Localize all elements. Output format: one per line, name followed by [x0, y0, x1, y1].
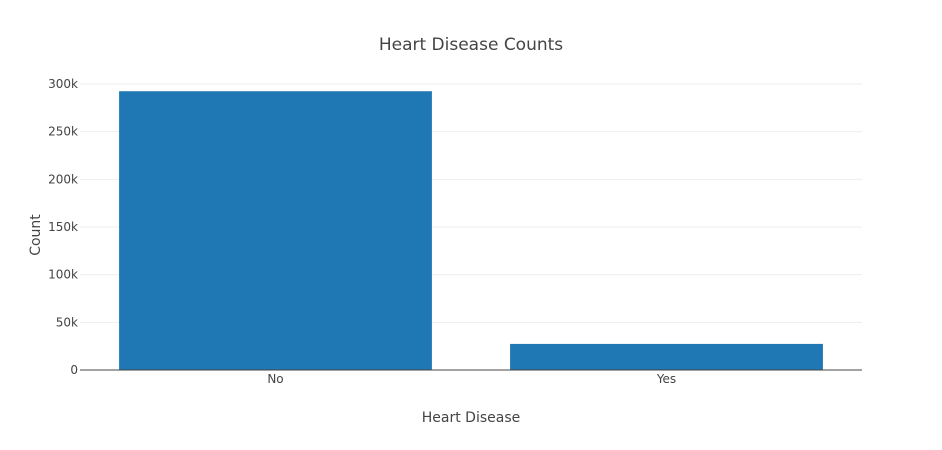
- y-tick-label: 100k: [48, 268, 78, 282]
- x-axis-ticks: No Yes: [267, 372, 676, 386]
- x-axis-title: Heart Disease: [422, 410, 520, 426]
- y-tick-label: 0: [70, 363, 78, 377]
- bar-no: [119, 91, 432, 370]
- y-axis-ticks: 0 50k 100k 150k 200k 250k 300k: [48, 77, 78, 377]
- bars: [119, 91, 823, 370]
- y-tick-label: 50k: [56, 315, 78, 329]
- y-tick-label: 300k: [48, 77, 78, 91]
- y-tick-label: 200k: [48, 172, 78, 186]
- x-tick-label: No: [267, 372, 283, 386]
- bar-yes: [510, 343, 823, 370]
- y-axis-title: Count: [28, 214, 44, 256]
- y-tick-label: 150k: [48, 220, 78, 234]
- chart-title: Heart Disease Counts: [379, 35, 563, 55]
- x-tick-label: Yes: [656, 372, 676, 386]
- y-tick-label: 250k: [48, 125, 78, 139]
